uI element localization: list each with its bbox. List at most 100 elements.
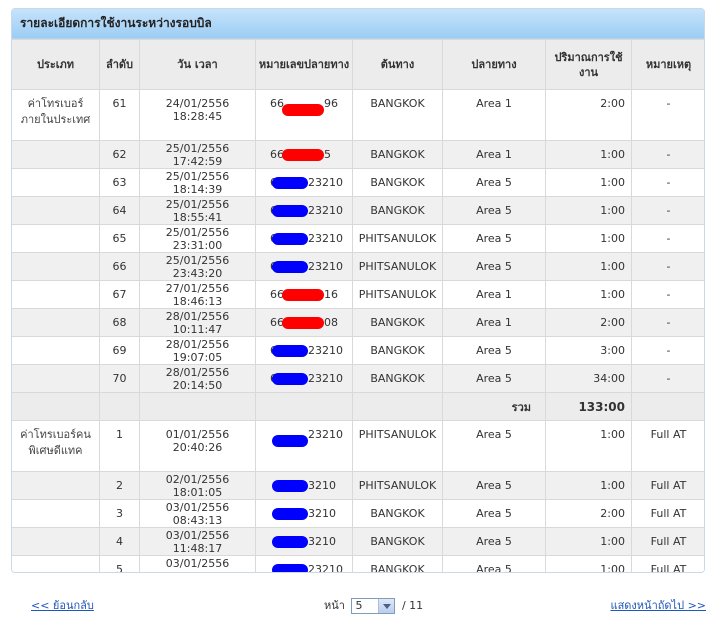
phone-suffix: 3210 [308, 478, 336, 492]
type-cell [12, 168, 100, 197]
seq-cell: 5 [99, 555, 140, 572]
phone-suffix: 23210 [308, 562, 343, 573]
type-cell [12, 336, 100, 365]
back-link[interactable]: << ย้อนกลับ [31, 599, 94, 612]
seq-cell: 62 [99, 140, 140, 169]
note-cell: - [631, 168, 704, 197]
seq-cell: 67 [99, 280, 140, 309]
datetime-cell: 03/01/2556 11:48:17 [139, 527, 256, 556]
table-row: ค่าโทรเบอร์ภายในประเทศ 61 24/01/2556 18:28… [12, 89, 704, 141]
note-cell: Full AT [631, 499, 704, 528]
type-cell [12, 196, 100, 225]
phone-suffix: 96 [324, 97, 338, 110]
seq-cell: 4 [99, 527, 140, 556]
origin-cell: BANGKOK [352, 196, 443, 225]
destination-cell: Area 5 [442, 224, 546, 253]
usage-cell: 1:00 [545, 252, 632, 281]
note-cell: - [631, 280, 704, 309]
col-header-phone: หมายเลขปลายทาง [255, 39, 353, 90]
usage-cell: 1:00 [545, 420, 632, 472]
destination-cell: Area 5 [442, 196, 546, 225]
usage-cell: 1:00 [545, 196, 632, 225]
next-page-link[interactable]: แสดงหน้าถัดไป >> [610, 599, 706, 612]
redaction-mark [282, 104, 324, 116]
datetime-cell: 01/01/2556 20:40:26 [139, 420, 256, 472]
phone-cell: 23210 [255, 555, 353, 573]
col-header-datetime: วัน เวลา [139, 39, 256, 90]
phone-cell: 66 08 [255, 308, 353, 337]
type-cell [12, 471, 100, 500]
redaction-mark [272, 372, 308, 385]
phone-prefix: 66 [270, 288, 284, 301]
redaction-mark [272, 176, 308, 189]
page-total: / 11 [401, 599, 424, 612]
note-cell: - [631, 252, 704, 281]
datetime-cell: 28/01/2556 10:11:47 [139, 308, 256, 337]
usage-cell: 1:00 [545, 280, 632, 309]
usage-cell: 1:00 [545, 168, 632, 197]
type-cell: ค่าโทรเบอร์คนพิเศษดีแทค [12, 420, 100, 472]
phone-suffix: 23210 [308, 203, 343, 217]
phone-suffix: 23210 [308, 371, 343, 385]
destination-cell: Area 5 [442, 471, 546, 500]
destination-cell: Area 5 [442, 527, 546, 556]
note-cell: - [631, 364, 704, 393]
pagination: หน้า 5 / 11 [324, 596, 423, 614]
total-empty-cell [12, 392, 100, 421]
origin-cell: BANGKOK [352, 168, 443, 197]
origin-cell: BANGKOK [352, 140, 443, 169]
phone-suffix: 23210 [308, 428, 343, 441]
redaction-mark [272, 479, 308, 492]
seq-cell: 65 [99, 224, 140, 253]
type-cell [12, 280, 100, 309]
type-cell [12, 527, 100, 556]
type-cell [12, 224, 100, 253]
note-cell: Full AT [631, 471, 704, 500]
destination-cell: Area 5 [442, 252, 546, 281]
phone-suffix: 5 [324, 147, 331, 161]
seq-cell: 2 [99, 471, 140, 500]
datetime-cell: 25/01/2556 18:55:41 [139, 196, 256, 225]
phone-cell: 23210 [255, 420, 353, 472]
phone-suffix: 23210 [308, 231, 343, 245]
phone-cell: 3210 [255, 499, 353, 528]
col-header-usage: ปริมาณการใช้งาน [545, 39, 632, 90]
destination-cell: Area 5 [442, 364, 546, 393]
redaction-mark [272, 344, 308, 357]
total-empty-cell [139, 392, 256, 421]
table-row: 68 28/01/2556 10:11:47 66 08 BANGKOK Area 1 2:… [12, 308, 704, 337]
usage-cell: 1:00 [545, 471, 632, 500]
phone-suffix: 16 [324, 287, 338, 301]
phone-cell: 668 5 [255, 140, 353, 169]
usage-cell: 2:00 [545, 89, 632, 141]
usage-cell: 3:00 [545, 336, 632, 365]
seq-cell: 1 [99, 420, 140, 472]
total-empty-cell [255, 392, 353, 421]
note-cell: - [631, 140, 704, 169]
total-value: 133:00 [545, 392, 632, 421]
chevron-down-icon[interactable] [378, 599, 395, 613]
note-cell: - [631, 196, 704, 225]
col-header-destination: ปลายทาง [442, 39, 546, 90]
phone-suffix: 23210 [308, 175, 343, 189]
redaction-mark [272, 535, 308, 548]
total-label: รวม [442, 392, 546, 421]
destination-cell: Area 1 [442, 280, 546, 309]
datetime-cell: 28/01/2556 20:14:50 [139, 364, 256, 393]
type-cell [12, 555, 100, 572]
redaction-mark [272, 204, 308, 217]
seq-cell: 69 [99, 336, 140, 365]
destination-cell: Area 5 [442, 336, 546, 365]
origin-cell: PHITSANULOK [352, 252, 443, 281]
note-cell: - [631, 336, 704, 365]
destination-cell: Area 1 [442, 308, 546, 337]
datetime-cell: 28/01/2556 19:07:05 [139, 336, 256, 365]
page-select[interactable]: 5 [351, 598, 396, 614]
col-header-type: ประเภท [12, 39, 100, 90]
